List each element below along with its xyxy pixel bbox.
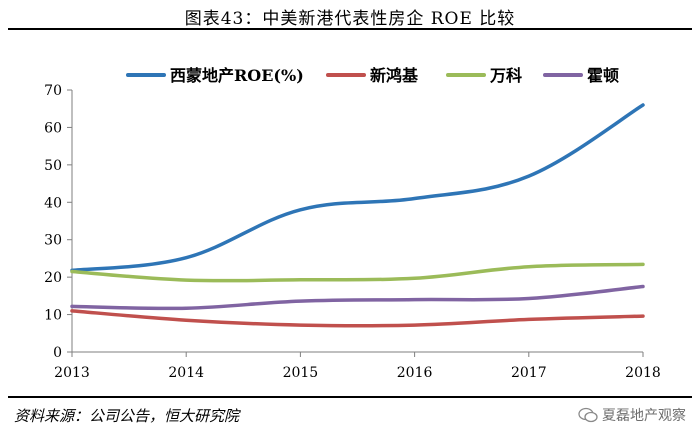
legend-label-1: 西蒙地产ROE(%) bbox=[170, 66, 304, 85]
watermark-label: 夏磊地产观察 bbox=[602, 408, 686, 424]
y-tick-label: 50 bbox=[44, 158, 62, 174]
y-tick-label: 70 bbox=[44, 83, 62, 99]
series-line-3 bbox=[70, 262, 645, 283]
chart-title: 图表43：中美新港代表性房企 ROE 比较 bbox=[184, 9, 516, 29]
y-tick-label: 10 bbox=[44, 308, 62, 324]
series-line-1 bbox=[70, 103, 645, 273]
legend-label-4: 霍顿 bbox=[587, 66, 619, 85]
y-tick-label: 40 bbox=[44, 195, 62, 211]
source-rule bbox=[8, 396, 692, 398]
x-tick-label: 2018 bbox=[625, 365, 661, 381]
y-tick-label: 60 bbox=[44, 120, 62, 136]
legend-label-2: 新鸿基 bbox=[370, 66, 419, 85]
source-note: 资料来源：公司公告，恒大研究院 bbox=[14, 407, 240, 425]
x-tick-label: 2014 bbox=[168, 365, 204, 381]
chart-axes: 0 10 20 30 40 50 60 70 2013 2014 2015 2016 2017 2018 bbox=[44, 83, 661, 381]
series-line-4 bbox=[70, 284, 645, 311]
legend-label-3: 万科 bbox=[489, 66, 522, 85]
x-tick-label: 2015 bbox=[283, 365, 319, 381]
x-tick-label: 2017 bbox=[511, 365, 547, 381]
watermark: 夏磊地产观察 bbox=[578, 405, 686, 425]
series-line-2 bbox=[70, 309, 645, 328]
title-rule-top bbox=[8, 28, 692, 30]
chart-series bbox=[70, 103, 645, 328]
y-tick-label: 20 bbox=[44, 270, 62, 286]
chart-legend: 西蒙地产ROE(%) 新鸿基 万科 霍顿 bbox=[126, 66, 619, 85]
x-tick-label: 2016 bbox=[397, 365, 433, 381]
y-tick-label: 30 bbox=[44, 233, 62, 249]
y-tick-label: 0 bbox=[53, 345, 62, 361]
x-tick-label: 2013 bbox=[54, 365, 90, 381]
wechat-icon bbox=[578, 407, 598, 423]
